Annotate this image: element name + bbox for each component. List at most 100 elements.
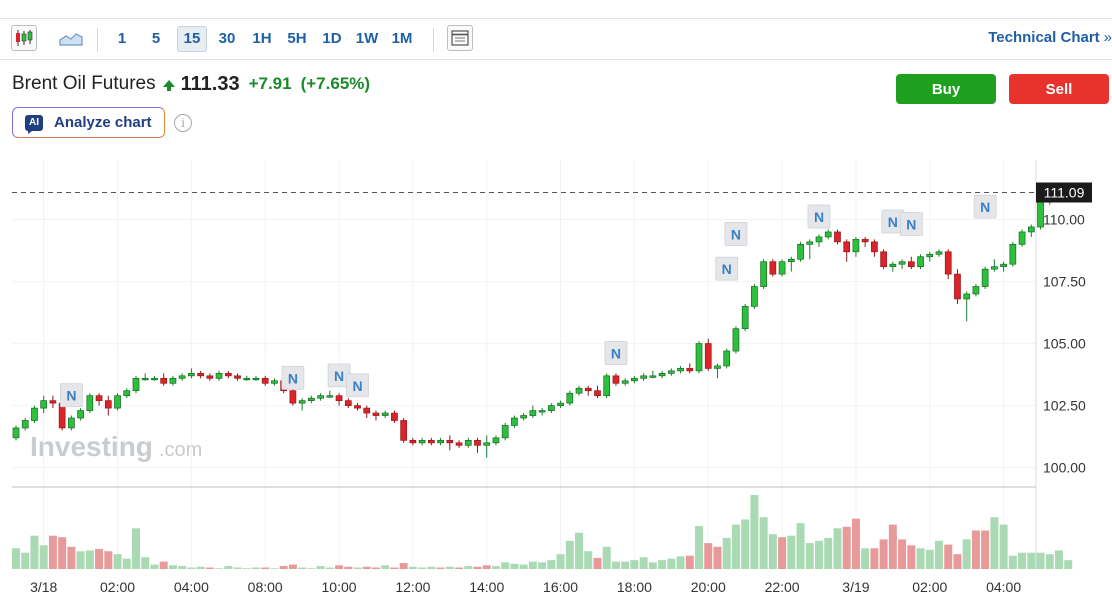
volume-bar	[316, 566, 325, 569]
timeframe-30[interactable]: 30	[218, 30, 236, 47]
candle-up	[935, 251, 943, 255]
candle-down	[335, 395, 343, 401]
candle-up	[1009, 244, 1017, 265]
volume-bar	[704, 543, 713, 569]
analyze-chart-button[interactable]: AI Analyze chart	[12, 107, 165, 138]
volume-bar	[473, 566, 482, 569]
timeframe-1w[interactable]: 1W	[355, 30, 379, 47]
candle-up	[483, 442, 491, 446]
news-marker	[724, 222, 748, 246]
candle-up	[188, 373, 195, 377]
candle-down	[206, 375, 214, 379]
candle-up	[252, 377, 260, 381]
volume-bar	[251, 567, 260, 569]
volume-bar	[178, 566, 187, 569]
volume-bar	[150, 564, 159, 569]
volume-bar	[879, 539, 888, 569]
candle-down	[49, 400, 57, 404]
volume-bar	[113, 554, 122, 569]
news-marker	[973, 194, 997, 219]
area-chart-icon[interactable]	[58, 26, 84, 52]
candle-up	[511, 417, 518, 426]
candle-down	[584, 387, 592, 392]
volume-bar	[519, 564, 528, 569]
volume-bar	[1018, 552, 1027, 569]
volume-bar	[399, 563, 408, 569]
volume-bar	[1064, 560, 1073, 569]
news-marker	[59, 383, 83, 408]
news-marker-label: N	[814, 209, 824, 225]
volume-bar	[159, 561, 168, 569]
volume-bar	[464, 566, 473, 569]
candle-up	[178, 375, 186, 379]
watermark-brand: Investing	[30, 431, 153, 462]
candle-up	[566, 392, 574, 404]
news-marker-label: N	[888, 214, 898, 230]
candle-down	[372, 412, 380, 416]
candle-down	[409, 439, 417, 444]
timeframe-1m[interactable]: 1M	[391, 30, 413, 47]
timeframe-5h[interactable]: 5H	[287, 30, 307, 47]
buy-button[interactable]: Buy	[896, 74, 996, 104]
volume-bar	[593, 557, 602, 569]
candle-up	[741, 306, 749, 330]
volume-bar	[122, 558, 131, 569]
volume-bar	[999, 524, 1008, 569]
volume-bar	[353, 567, 362, 569]
volume-bar	[242, 568, 251, 569]
volume-bar	[722, 537, 731, 569]
volume-bar	[58, 537, 67, 569]
volume-bar	[335, 565, 344, 569]
volume-bar	[768, 534, 777, 569]
volume-bar	[445, 566, 454, 569]
timeframe-15[interactable]: 15	[177, 26, 207, 52]
timeframe-1d[interactable]: 1D	[322, 30, 342, 47]
volume-bar	[731, 524, 740, 569]
candle-up	[1027, 226, 1035, 233]
news-marker	[604, 341, 628, 365]
timeframe-1h[interactable]: 1H	[252, 30, 272, 47]
candle-up	[640, 375, 647, 379]
candle-up	[169, 377, 177, 384]
candle-down	[843, 241, 851, 253]
volume-bar	[1054, 550, 1063, 569]
volume-bar	[676, 556, 685, 569]
candle-up	[243, 377, 251, 381]
candle-up	[732, 328, 740, 352]
volume-bar	[233, 567, 242, 569]
x-tick-label: 02:00	[100, 579, 135, 595]
volume-bar	[307, 568, 316, 569]
timeframe-1[interactable]: 1	[117, 30, 127, 47]
x-tick-label: 20:00	[691, 579, 726, 595]
volume-bar	[418, 567, 427, 569]
sell-button[interactable]: Sell	[1009, 74, 1109, 104]
y-tick-label: 105.00	[1043, 336, 1086, 352]
volume-bar	[215, 568, 224, 569]
volume-bar	[21, 552, 30, 569]
candlestick-chart-icon[interactable]	[11, 25, 37, 51]
volume-bar	[750, 495, 759, 569]
x-tick-label: 04:00	[986, 579, 1021, 595]
ai-icon: AI	[25, 114, 43, 134]
volume-bar	[556, 554, 565, 569]
volume-bar	[602, 546, 611, 569]
info-icon[interactable]: i	[174, 114, 192, 132]
volume-bar	[547, 560, 556, 569]
x-tick-label: 16:00	[543, 579, 578, 595]
last-price: 111.33	[180, 72, 240, 95]
candle-down	[871, 241, 878, 253]
candle-down	[612, 375, 620, 384]
candle-down	[104, 400, 112, 409]
data-table-icon[interactable]	[447, 25, 473, 51]
volume-bar	[787, 535, 796, 569]
candle-up	[667, 370, 675, 374]
volume-bar	[141, 557, 150, 569]
x-tick-label: 04:00	[174, 579, 209, 595]
volume-bar	[833, 528, 842, 569]
candle-down	[344, 400, 352, 406]
news-marker	[899, 212, 923, 236]
timeframe-5[interactable]: 5	[151, 30, 161, 47]
technical-chart-link[interactable]: Technical Chart»	[988, 29, 1112, 46]
volume-bar	[990, 517, 999, 569]
